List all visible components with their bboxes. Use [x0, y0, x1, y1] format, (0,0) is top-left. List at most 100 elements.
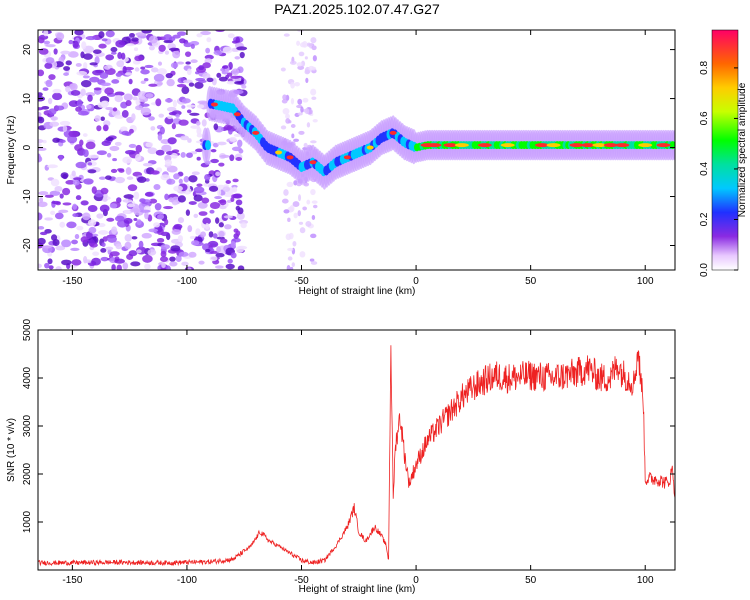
- spectrogram-cell: [100, 82, 112, 87]
- spectrogram-cell: [48, 108, 57, 115]
- spectrogram-cell: [98, 176, 106, 180]
- spectrogram-cell: [287, 256, 293, 261]
- spectrogram-cell: [38, 237, 46, 245]
- spectrogram-frame: [37, 29, 676, 271]
- spectrogram-cell: [212, 233, 218, 239]
- spectrogram-cell: [94, 115, 101, 122]
- spectrogram-cell: [39, 197, 44, 203]
- snr-panel: -150 -100 -50 0 50 100 1000 2000 3000 4000 5000 H…: [6, 318, 676, 595]
- spectrogram-cell: [76, 99, 83, 108]
- spectrogram-cell: [85, 104, 92, 110]
- spectrogram-cell: [163, 40, 174, 44]
- spectrogram-cell: [167, 137, 177, 145]
- spectrogram-cell: [139, 198, 146, 203]
- spectrogram-cell: [141, 30, 152, 34]
- spectrogram-cell: [136, 176, 147, 183]
- spectrogram-cell: [105, 136, 114, 142]
- spectrogram-peak: [546, 143, 561, 148]
- colorbar-label: Normalized spectral amplitude: [737, 82, 748, 217]
- spectrogram-cell: [99, 72, 109, 79]
- spectrogram-cell: [233, 228, 239, 233]
- spectrogram-cell: [290, 98, 295, 105]
- snr-y-tick-label: 5000: [22, 318, 33, 341]
- spectrogram-cell: [160, 244, 171, 250]
- spectrogram-cell: [156, 237, 165, 243]
- spectrogram-cell: [92, 251, 100, 256]
- spectrogram-cell: [144, 64, 154, 69]
- spectrogram-cell: [42, 139, 47, 144]
- snr-x-axis-label: Height of straight line (km): [299, 584, 416, 595]
- snr-line: [38, 345, 675, 567]
- spectrogram-cell: [110, 168, 118, 174]
- spectrogram-peak: [477, 143, 492, 148]
- spectrogram-cell: [85, 92, 96, 97]
- spectrogram-cell: [305, 77, 309, 83]
- spectrogram-cell: [297, 98, 303, 105]
- snr-y-tick-label: 2000: [22, 462, 33, 485]
- spectrogram-peak: [275, 150, 283, 155]
- spectrogram-cell: [226, 80, 236, 85]
- spectrogram-cell: [97, 230, 109, 235]
- spectrogram-cell: [65, 180, 76, 185]
- spectrogram-cell: [38, 191, 49, 196]
- spectrogram-cell: [49, 190, 61, 196]
- spectrogram-cell: [299, 42, 307, 48]
- spectrogram-cell: [125, 100, 132, 107]
- spectrogram-cell: [230, 75, 241, 79]
- spectrogram-cell: [107, 235, 117, 243]
- spectrogram-cell: [144, 263, 151, 270]
- spectrogram-cell: [187, 225, 193, 233]
- spectrogram-cell: [82, 212, 91, 221]
- spectrogram-cell: [200, 30, 211, 36]
- spectrogram-cell: [196, 183, 203, 187]
- spectrogram-cell: [58, 154, 63, 161]
- spectrogram-cell: [281, 198, 289, 204]
- spectrogram-cell: [289, 266, 294, 270]
- spectrogram-cell: [105, 54, 115, 61]
- spectrogram-cell: [115, 72, 122, 77]
- colorbar-tick-label: 0.6: [699, 111, 710, 125]
- spectrogram-cell: [100, 248, 107, 253]
- spectrogram-cell: [109, 145, 120, 152]
- spectrogram-cell: [310, 37, 317, 44]
- spectrogram-cell: [38, 116, 45, 124]
- spectrogram-cell: [59, 193, 64, 199]
- spectrogram-cell: [140, 66, 146, 70]
- spectrogram-cell: [47, 164, 58, 169]
- spectrogram-cell: [229, 136, 237, 142]
- spectrogram-cell: [147, 147, 158, 155]
- spectrogram-cell: [216, 72, 222, 78]
- spectrogram-cell: [45, 57, 55, 64]
- spectrogram-cell: [311, 200, 318, 204]
- spectrogram-cell: [59, 120, 71, 126]
- spectrogram-cell: [96, 150, 107, 156]
- spectrogram-cell: [87, 162, 93, 166]
- spectrogram-cell: [61, 239, 72, 248]
- spectrogram-cell: [304, 69, 310, 75]
- snr-frame: [37, 329, 676, 571]
- spectrogram-cell: [158, 113, 165, 118]
- spectrogram-cell: [56, 32, 65, 41]
- spectrogram-cell: [198, 211, 208, 216]
- spectrogram-cell: [170, 245, 181, 252]
- spectrogram-cell: [38, 201, 48, 208]
- spectrogram-cell: [58, 209, 69, 214]
- spectrogram-cell: [310, 261, 318, 265]
- spectrogram-cell: [133, 47, 139, 52]
- spectrogram-peak: [535, 143, 550, 148]
- spectrogram-cell: [310, 188, 316, 196]
- spectrogram-cell: [148, 35, 158, 44]
- spectrogram-cell: [52, 92, 63, 101]
- spectrogram-cell: [136, 219, 142, 226]
- spectrogram-cell: [59, 139, 66, 144]
- spectrogram-cell: [150, 67, 159, 73]
- spectrogram-cell: [73, 177, 82, 181]
- spectrogram-cell: [117, 52, 123, 59]
- spectrogram-cell: [195, 148, 204, 153]
- spectrogram-cell: [95, 69, 105, 74]
- spectrogram-cell: [105, 30, 115, 38]
- spectrogram-cell: [308, 109, 312, 114]
- spectrogram-cell: [138, 240, 144, 249]
- spectrogram-cell: [62, 125, 68, 132]
- spectrogram-cell: [98, 31, 105, 39]
